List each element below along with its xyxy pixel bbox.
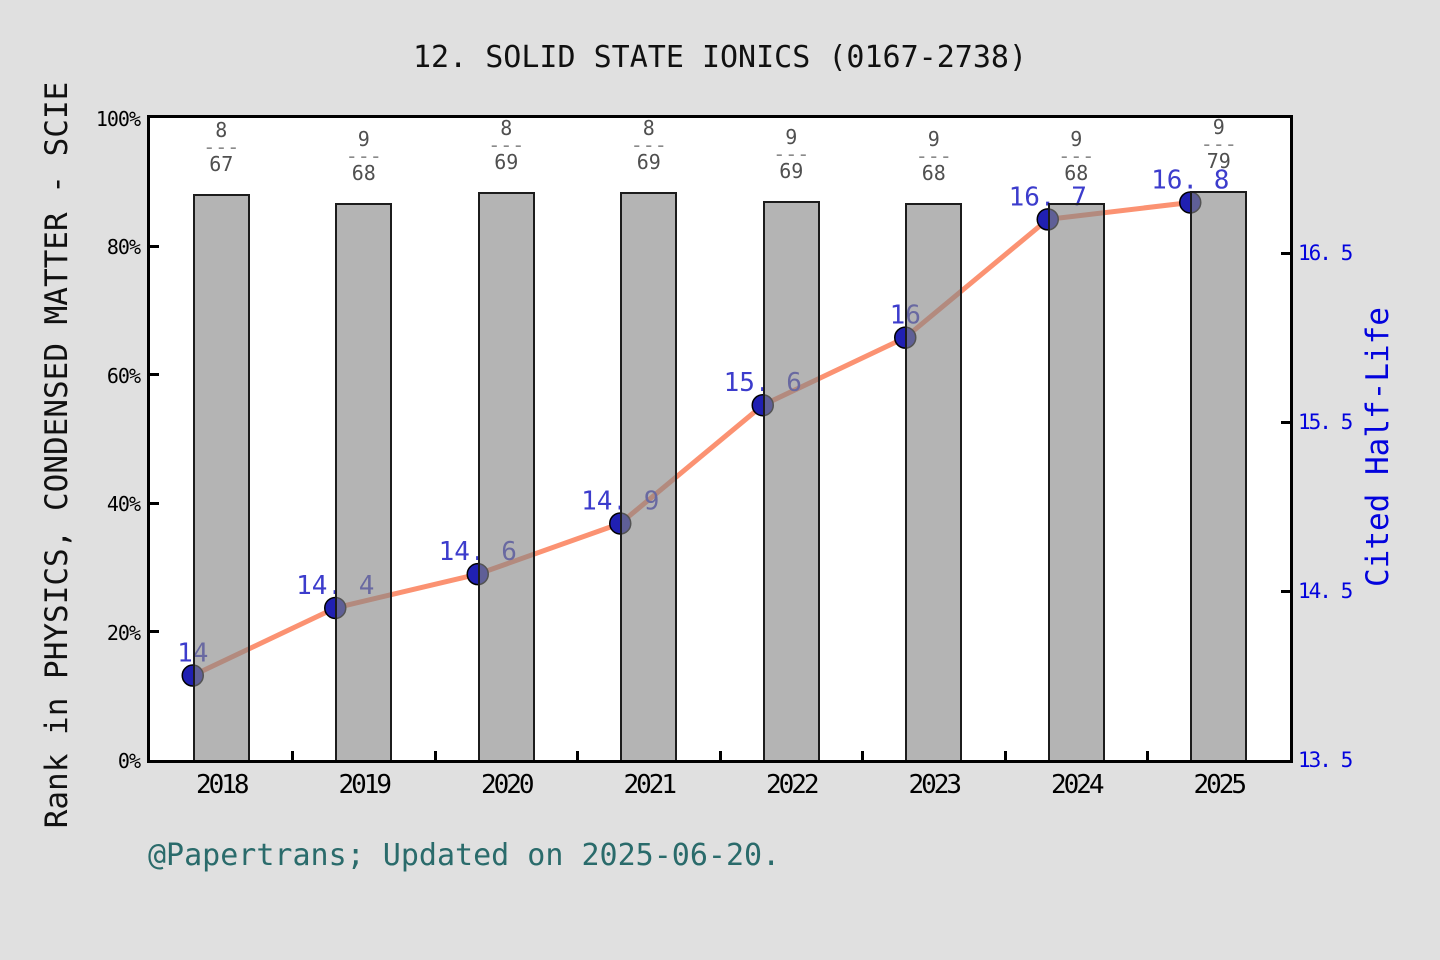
rank-fraction-label: 9 --- 79 xyxy=(1200,115,1237,174)
left-axis-tick-label: 80% xyxy=(106,235,141,260)
fraction-divider: --- xyxy=(203,135,240,160)
rank-numerator: 8 xyxy=(500,116,513,141)
plot-area: 1414. 414. 614. 915. 61616. 716. 8 8---6… xyxy=(147,115,1293,763)
x-axis-minor-tick xyxy=(1146,751,1149,760)
rank-numerator: 9 xyxy=(357,126,370,151)
x-axis-minor-tick xyxy=(433,751,437,760)
rank-bar xyxy=(905,202,963,760)
rank-denominator: 67 xyxy=(209,152,234,177)
rank-numerator: 9 xyxy=(1070,126,1083,151)
x-axis-minor-tick xyxy=(1003,751,1007,760)
x-axis-year-label: 2025 xyxy=(1193,770,1247,800)
rank-denominator: 69 xyxy=(494,150,519,175)
right-axis-tick xyxy=(1281,251,1290,255)
rank-fraction-label: 9 --- 68 xyxy=(345,126,382,185)
rank-fraction-label: 9 --- 68 xyxy=(915,126,952,185)
x-axis-year-label: 2018 xyxy=(195,770,250,800)
rank-fraction-label: 8 --- 69 xyxy=(488,116,525,175)
left-axis-tick-label: 100% xyxy=(95,107,141,131)
line-series-layer: 1414. 414. 614. 915. 61616. 716. 8 xyxy=(177,165,1229,687)
rank-denominator: 68 xyxy=(351,160,376,185)
rank-fraction-label: 9 --- 69 xyxy=(773,125,810,184)
rank-fraction-label: 9 --- 68 xyxy=(1058,126,1095,185)
rank-bar xyxy=(477,192,535,760)
rank-denominator: 69 xyxy=(779,159,804,184)
right-axis-tick-label: 16. 5 xyxy=(1298,241,1353,266)
left-axis-tick xyxy=(150,501,159,505)
rank-bar xyxy=(335,202,393,760)
x-axis-minor-tick xyxy=(291,751,294,760)
rank-fraction-label: 8 --- 67 xyxy=(203,118,240,177)
rank-bar xyxy=(620,192,678,760)
fraction-divider: --- xyxy=(345,143,382,168)
rank-numerator: 9 xyxy=(927,126,940,151)
fraction-divider: --- xyxy=(488,133,525,158)
x-axis-year-label: 2020 xyxy=(480,770,535,800)
rank-bar xyxy=(1190,191,1248,760)
rank-bar xyxy=(762,201,820,760)
right-axis-tick-label: 14. 5 xyxy=(1298,579,1353,604)
left-axis-tick-label: 60% xyxy=(106,363,141,388)
x-axis-year-label: 2021 xyxy=(623,770,677,800)
footer-credit: @Papertrans; Updated on 2025-06-20. xyxy=(148,838,781,873)
fraction-divider: --- xyxy=(1058,143,1095,168)
rank-numerator: 9 xyxy=(1212,115,1225,140)
rank-denominator: 68 xyxy=(921,160,946,185)
fraction-divider: --- xyxy=(630,133,667,158)
x-axis-minor-tick xyxy=(861,751,864,760)
rank-numerator: 8 xyxy=(642,116,655,141)
left-axis-tick xyxy=(150,373,159,377)
rank-bar xyxy=(1047,202,1105,760)
point-value-label: 16. 8 xyxy=(1151,165,1229,195)
x-axis-year-label: 2019 xyxy=(338,770,392,800)
left-axis-tick xyxy=(150,630,159,634)
left-axis-title: Rank in PHYSICS, CONDENSED MATTER - SCIE xyxy=(39,81,75,829)
rank-denominator: 79 xyxy=(1206,149,1231,174)
rank-bar xyxy=(192,194,250,760)
x-axis-year-label: 2022 xyxy=(765,770,820,800)
rank-numerator: 9 xyxy=(785,125,798,150)
x-axis-year-label: 2024 xyxy=(1050,770,1105,800)
rank-denominator: 68 xyxy=(1064,160,1089,185)
left-axis-tick-label: 20% xyxy=(106,620,141,645)
right-axis-tick xyxy=(1281,420,1290,424)
rank-denominator: 69 xyxy=(636,150,661,175)
fraction-divider: --- xyxy=(915,143,952,168)
right-axis-tick xyxy=(1281,589,1290,593)
x-axis-minor-tick xyxy=(576,751,579,760)
right-axis-title: Cited Half-Life xyxy=(1360,307,1396,587)
fraction-divider: --- xyxy=(1200,132,1237,157)
chart-title: 12. SOLID STATE IONICS (0167-2738) xyxy=(412,40,1028,75)
x-axis-minor-tick xyxy=(718,751,722,760)
fraction-divider: --- xyxy=(773,142,810,167)
right-axis-tick-label: 13. 5 xyxy=(1298,748,1353,772)
left-axis-tick-label: 40% xyxy=(106,492,141,517)
rank-fraction-label: 8 --- 69 xyxy=(630,116,667,175)
rank-numerator: 8 xyxy=(215,118,228,143)
left-axis-tick xyxy=(150,244,159,248)
right-axis-tick-label: 15. 5 xyxy=(1298,410,1353,435)
left-axis-tick-label: 0% xyxy=(117,749,141,773)
x-axis-year-label: 2023 xyxy=(908,770,962,800)
